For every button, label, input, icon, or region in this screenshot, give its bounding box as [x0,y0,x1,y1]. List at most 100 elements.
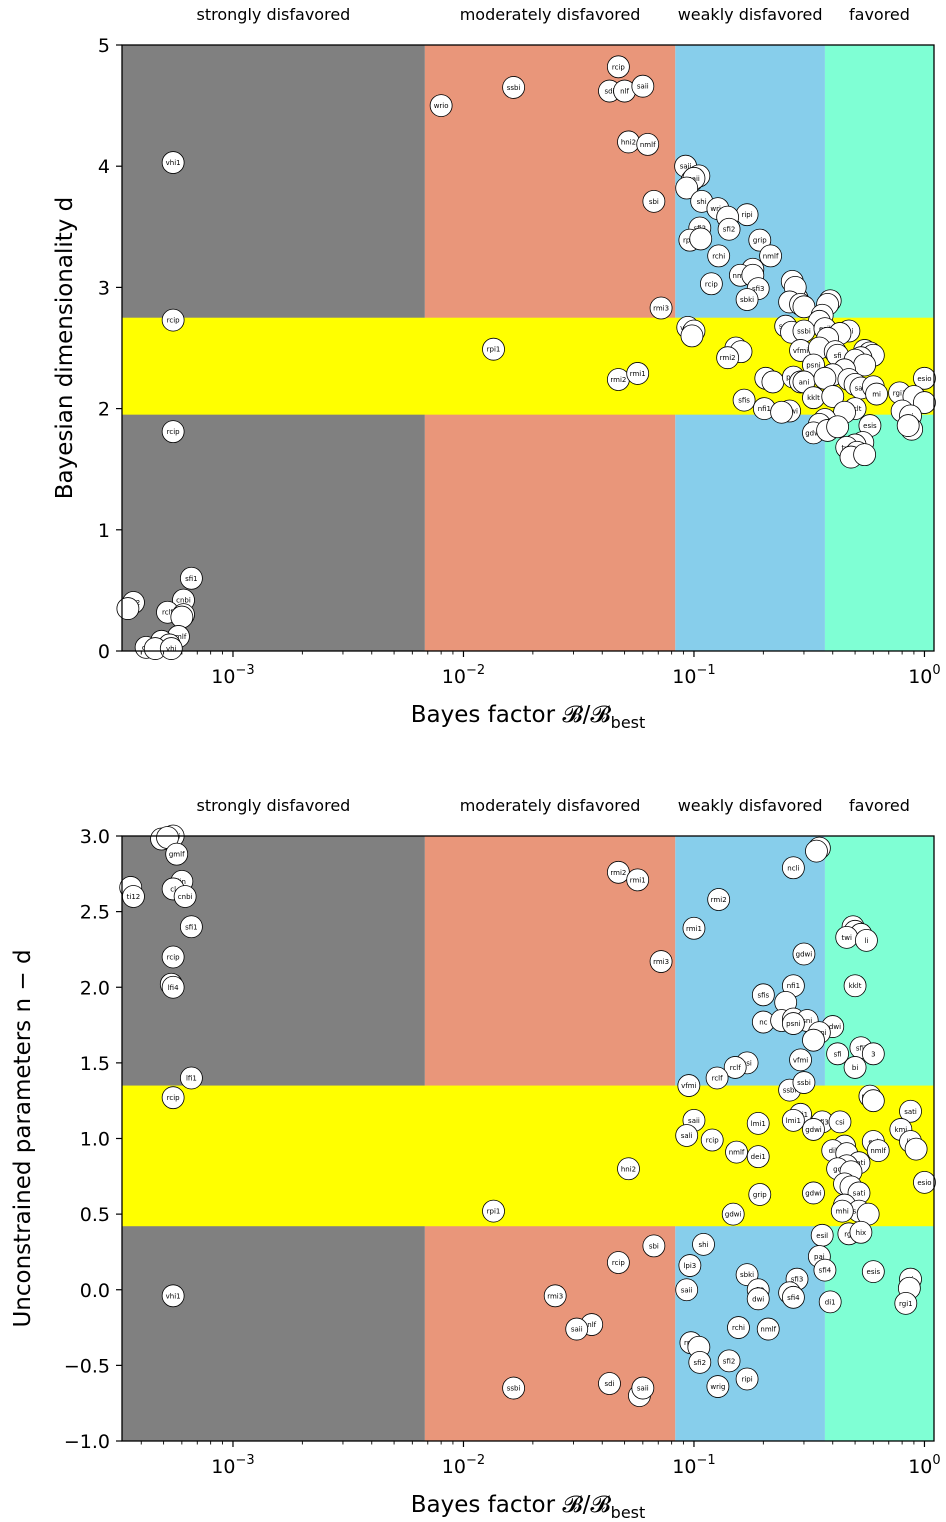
point-marker [855,928,878,952]
y-tick-label: 1.0 [80,1129,110,1151]
point-label: ssbi [507,84,521,92]
point-marker [913,391,936,414]
point-marker [865,382,889,406]
y-tick-label: 0.5 [80,1204,110,1226]
point-marker [598,1372,621,1395]
point-label: rmi3 [653,958,669,966]
point-marker [861,1042,885,1066]
region-label: favored [849,5,910,24]
data-point: rmi3 [649,950,673,973]
region-label: moderately disfavored [460,796,641,815]
data-point: rgi1 [894,1291,918,1315]
data-point: di1 [818,1290,842,1314]
point-label: rmi2 [720,354,736,362]
point-marker [792,1071,816,1094]
point-label: vhi [166,645,177,653]
point-label: esio [917,375,931,383]
point-marker [826,415,850,439]
point-label: nfi1 [758,405,771,413]
point-marker [853,443,877,467]
point-label: nc [759,1019,767,1027]
data-point: rmi2 [606,368,630,391]
point-marker [161,308,185,332]
data-point: gdwi [792,942,816,966]
data-point: rcip [606,55,630,79]
point-marker [565,1317,589,1341]
point-marker [746,1111,770,1135]
point-label: ssbi [783,1087,797,1095]
data-point: gmlf [165,842,189,866]
point-label: saii [681,1286,693,1294]
point-label: sbki [740,296,754,304]
point-label: nmlf [870,1147,886,1155]
point-marker [781,1108,805,1132]
data-point: nmlf [866,1139,890,1162]
data-point: rclf [705,1066,729,1090]
point-label: sati [855,384,868,392]
data-point: li [855,928,878,952]
data-point: vfmi [677,1074,701,1097]
point-label: ssbi [797,1079,811,1087]
point-label: vfmi [793,347,808,355]
x-tick-label: 100 [908,1453,940,1478]
data-point: nmlf [756,1317,780,1341]
y-tick-label: 1 [98,520,110,542]
point-marker [746,1287,770,1311]
data-point: vfmi [789,339,812,362]
highlight-band [122,1085,934,1227]
data-point: gdwi [802,1118,825,1141]
point-marker [751,983,775,1007]
point-marker [746,1145,770,1169]
data-point: rmi3 [649,296,673,320]
data-point: rcip [606,1251,630,1274]
point-label: di1 [825,1298,836,1306]
point-marker [735,288,759,311]
y-axis-title: Bayesian dimensionality d [52,197,78,500]
data-point: sdi [598,1372,621,1395]
point-label: rgi1 [899,1300,913,1308]
x-tick-label: 100 [908,663,940,688]
point-marker [725,1140,748,1164]
point-label: sfi3 [752,285,765,293]
data-point: vfmi [789,1048,812,1072]
point-label: nmlf [760,1326,776,1334]
point-marker [617,1157,640,1181]
data-point: ssbi [792,1071,816,1094]
point-marker [707,244,731,268]
point-label: rgi1 [893,389,907,397]
point-marker [723,1056,747,1079]
data-point: sfi2 [717,217,741,241]
point-label: sbi [649,1242,659,1250]
point-label: saii [680,163,692,171]
point-label: lfi4 [168,984,179,992]
point-label: nfi1 [787,982,800,990]
point-marker [631,1376,655,1400]
point-label: kmi [894,1126,907,1134]
point-marker [179,1066,203,1090]
point-marker [502,76,526,99]
point-label: sfi2 [694,1359,707,1367]
data-point: sfis [732,388,756,412]
point-label: hni2 [621,138,636,146]
point-marker [680,324,704,348]
point-label: sfi4 [819,1267,832,1275]
point-marker [732,388,756,412]
point-marker [896,414,920,437]
point-label: dwi [752,1295,764,1303]
data-point: sbi [642,189,666,213]
point-marker [748,228,772,252]
point-label: dil [829,1147,837,1155]
point-marker [821,385,845,408]
point-marker [894,1291,918,1315]
data-point: rmi2 [707,888,731,911]
data-point: saii [631,74,655,98]
point-label: gdwi [805,1189,822,1197]
data-point: sfi1 [179,915,203,939]
data-point: bi [843,1056,867,1079]
point-label: rclf [712,1075,724,1083]
y-tick-label: −1.0 [64,1431,110,1453]
data-point [770,400,794,424]
data-point: ssbi [502,76,526,99]
point-label: rmi1 [630,370,646,378]
